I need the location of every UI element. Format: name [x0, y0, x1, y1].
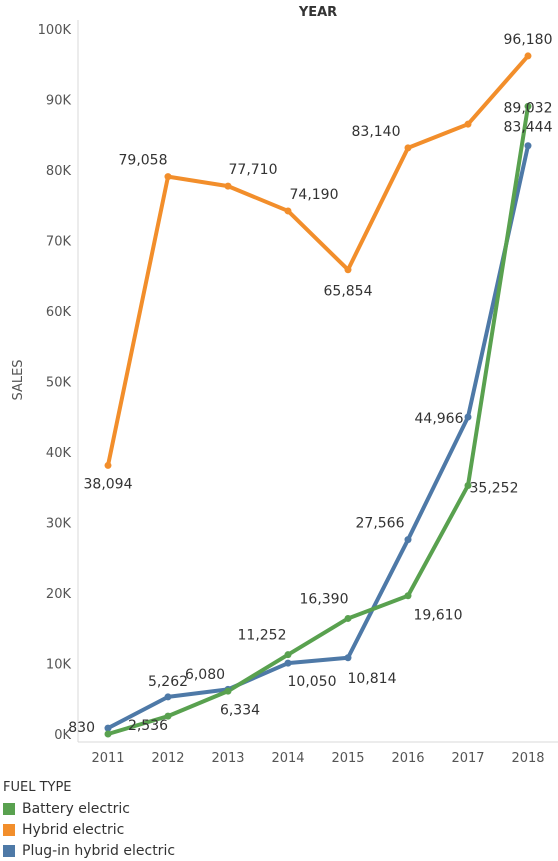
y-tick-label: 20K — [46, 587, 72, 602]
data-point-battery-electric — [524, 102, 532, 110]
data-label: 38,094 — [84, 476, 133, 492]
legend-item-plug-in-hybrid-electric[interactable]: Plug-in hybrid electric — [3, 840, 175, 861]
data-label: 96,180 — [504, 32, 553, 48]
data-point-hybrid-electric — [524, 52, 532, 60]
x-tick-label: 2015 — [331, 751, 364, 766]
data-point-battery-electric — [164, 712, 172, 720]
data-point-plug-in-hybrid-electric — [164, 693, 172, 701]
legend: FUEL TYPE Battery electric Hybrid electr… — [3, 780, 175, 861]
x-tick-label: 2013 — [211, 751, 244, 766]
data-label: 44,966 — [415, 411, 464, 427]
y-axis-title: SALES — [11, 359, 26, 400]
data-point-battery-electric — [404, 592, 412, 600]
legend-label: Plug-in hybrid electric — [22, 842, 176, 859]
data-label: 83,444 — [504, 120, 553, 136]
data-point-hybrid-electric — [344, 266, 352, 274]
data-label: 74,190 — [290, 187, 339, 203]
y-tick-label: 40K — [46, 446, 72, 461]
y-tick-label: 10K — [46, 658, 72, 673]
legend-title: FUEL TYPE — [3, 780, 72, 795]
data-label: 2,536 — [128, 718, 168, 734]
line-chart: YEAR SALES 0K 10K 20K 30K 40K 50K 60K 70K 80K 90K… — [11, 5, 558, 766]
data-label: 5,262 — [148, 674, 188, 690]
series-line-plug-in-hybrid-electric — [106, 143, 530, 731]
legend-swatch — [3, 844, 15, 857]
data-point-hybrid-electric — [404, 144, 412, 152]
x-tick-label: 2014 — [271, 751, 304, 766]
data-label: 79,058 — [119, 153, 168, 169]
y-tick-label: 90K — [46, 94, 72, 109]
legend-label: Battery electric — [22, 800, 130, 817]
data-label: 77,710 — [229, 162, 278, 178]
data-label: 6,080 — [185, 667, 225, 683]
series-lines — [106, 53, 530, 736]
y-tick-label: 50K — [46, 376, 72, 391]
legend-label: Hybrid electric — [22, 821, 125, 838]
data-point-battery-electric — [224, 687, 232, 695]
data-point-hybrid-electric — [284, 207, 292, 215]
legend-swatch — [3, 802, 15, 815]
data-label: 35,252 — [470, 480, 519, 496]
data-point-hybrid-electric — [164, 173, 172, 181]
data-point-battery-electric — [284, 651, 292, 659]
x-tick-label: 2018 — [511, 751, 544, 766]
x-tick-label: 2012 — [151, 751, 184, 766]
data-point-battery-electric — [464, 481, 472, 489]
y-axis: 0K 10K 20K 30K 40K 50K 60K 70K 80K 90K 100K — [38, 23, 72, 743]
y-tick-label: 70K — [46, 235, 72, 250]
legend-item-battery-electric[interactable]: Battery electric — [3, 798, 175, 819]
x-tick-label: 2011 — [91, 751, 124, 766]
data-point-plug-in-hybrid-electric — [284, 659, 292, 667]
data-label: 6,334 — [220, 702, 260, 718]
y-tick-label: 30K — [46, 517, 72, 532]
y-tick-label: 0K — [54, 728, 71, 743]
x-axis: 2011 2012 2013 2014 2015 2016 2017 2018 — [91, 751, 544, 766]
series-points — [104, 52, 532, 738]
y-tick-label: 80K — [46, 164, 72, 179]
data-point-plug-in-hybrid-electric — [344, 654, 352, 662]
data-point-plug-in-hybrid-electric — [464, 413, 472, 421]
series-line-hybrid-electric — [106, 53, 530, 468]
data-label: 89,032 — [504, 100, 553, 116]
data-label: 19,610 — [414, 608, 463, 624]
data-point-hybrid-electric — [104, 461, 112, 469]
data-point-hybrid-electric — [464, 120, 472, 128]
y-tick-label: 100K — [38, 23, 72, 38]
data-label: 16,390 — [300, 591, 349, 607]
data-label: 830 — [68, 720, 95, 736]
x-tick-label: 2017 — [451, 751, 484, 766]
data-label: 10,814 — [348, 671, 397, 687]
data-point-plug-in-hybrid-electric — [404, 536, 412, 544]
data-label: 27,566 — [356, 516, 405, 532]
data-point-hybrid-electric — [224, 182, 232, 190]
x-tick-label: 2016 — [391, 751, 424, 766]
data-label: 10,050 — [288, 674, 337, 690]
y-tick-label: 60K — [46, 305, 72, 320]
data-label: 11,252 — [238, 628, 287, 644]
data-label: 65,854 — [324, 284, 373, 300]
data-label: 83,140 — [352, 124, 401, 140]
legend-item-hybrid-electric[interactable]: Hybrid electric — [3, 819, 175, 840]
data-point-plug-in-hybrid-electric — [524, 142, 532, 150]
data-point-battery-electric — [104, 730, 112, 738]
chart-title: YEAR — [298, 5, 337, 20]
legend-swatch — [3, 823, 15, 836]
data-point-battery-electric — [344, 614, 352, 622]
data-point-plug-in-hybrid-electric — [104, 724, 112, 732]
series-line-battery-electric — [106, 104, 530, 736]
